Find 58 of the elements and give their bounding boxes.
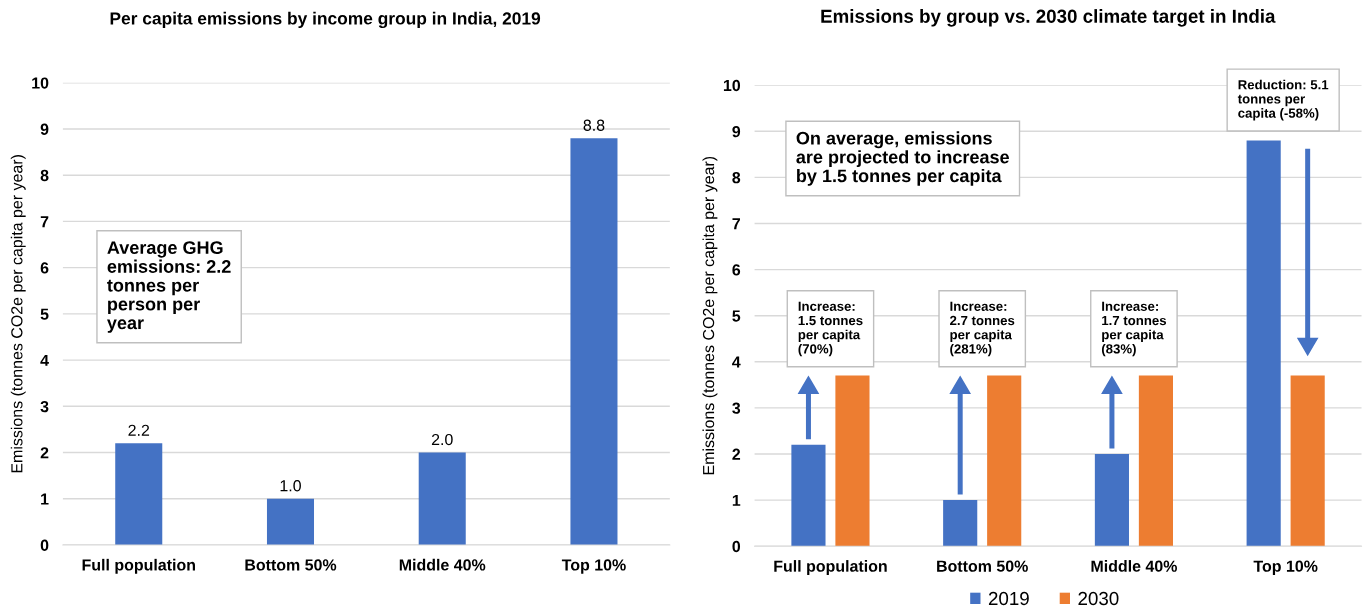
x-tick-label: Full population — [82, 558, 195, 574]
data-label: 1.0 — [280, 480, 301, 492]
bar — [266, 498, 315, 545]
y-tick-label: 9 — [40, 123, 49, 135]
y-tick-label: 6 — [732, 264, 741, 276]
y-tick-label: 0 — [732, 540, 741, 553]
annotation: On average, emissions are projected to increase by 1.5 tonnes per capita — [796, 131, 1009, 186]
y-tick-label: 9 — [732, 125, 741, 138]
y-axis-title: Emissions (tonnes CO2e per capita per year) — [10, 155, 26, 473]
x-tick-label: Top 10% — [561, 559, 626, 574]
y-tick-label: 8 — [40, 169, 49, 182]
y-tick-label: 1 — [41, 493, 49, 505]
bar — [1290, 375, 1325, 547]
data-label: 8.8 — [583, 119, 605, 131]
annotation: Increase: 2.7 tonnes per capita (281%) — [950, 301, 1015, 357]
legend-label: 2019 — [988, 591, 1029, 606]
x-tick-label: Full population — [774, 560, 887, 575]
bar — [570, 138, 618, 545]
y-tick-label: 10 — [723, 79, 741, 92]
bar — [943, 500, 978, 547]
y-tick-label: 4 — [40, 354, 49, 366]
bar — [1094, 453, 1129, 547]
bar — [987, 375, 1022, 547]
annotation: Increase: 1.7 tonnes per capita (83%) — [1101, 301, 1167, 357]
bar — [791, 444, 826, 547]
data-label: 2.0 — [431, 433, 453, 446]
y-tick-label: 0 — [40, 539, 49, 551]
bar — [1246, 140, 1281, 547]
bar — [1138, 375, 1173, 547]
y-tick-label: 7 — [732, 218, 740, 230]
y-tick-label: 6 — [40, 262, 49, 274]
y-tick-label: 3 — [40, 400, 49, 413]
bar — [115, 443, 163, 545]
annotation: Increase: 1.5 tonnes per capita (70%) — [798, 301, 863, 357]
annotation: Reduction: 5.1 tonnes per capita (-58%) — [1237, 79, 1329, 121]
legend-label: 2030 — [1078, 591, 1119, 606]
x-tick-label: Top 10% — [1253, 560, 1318, 575]
x-tick-label: Middle 40% — [1091, 560, 1177, 572]
bar — [835, 375, 870, 547]
y-tick-label: 10 — [32, 77, 49, 89]
y-tick-label: 5 — [732, 310, 741, 322]
x-tick-label: Bottom 50% — [937, 560, 1028, 572]
annotation: Average GHG emissions: 2.2 tonnes per person per year — [107, 241, 231, 333]
y-tick-label: 1 — [732, 494, 741, 506]
y-tick-label: 5 — [40, 308, 49, 320]
y-axis-title: Emissions (tonnes CO2e per capita per year) — [702, 156, 718, 475]
y-tick-label: 3 — [732, 402, 741, 414]
chart-title: Per capita emissions by income group in India, 2019 — [110, 11, 541, 29]
x-tick-label: Bottom 50% — [245, 559, 337, 571]
y-tick-label: 4 — [732, 356, 741, 368]
x-tick-label: Middle 40% — [399, 558, 486, 571]
bar — [418, 452, 466, 545]
y-tick-label: 8 — [732, 172, 741, 184]
y-tick-label: 2 — [732, 448, 741, 460]
chart-title: Emissions by group vs. 2030 climate target in India — [821, 9, 1276, 27]
y-tick-label: 2 — [40, 447, 49, 459]
data-label: 2.2 — [128, 424, 150, 436]
y-tick-label: 7 — [40, 216, 49, 228]
